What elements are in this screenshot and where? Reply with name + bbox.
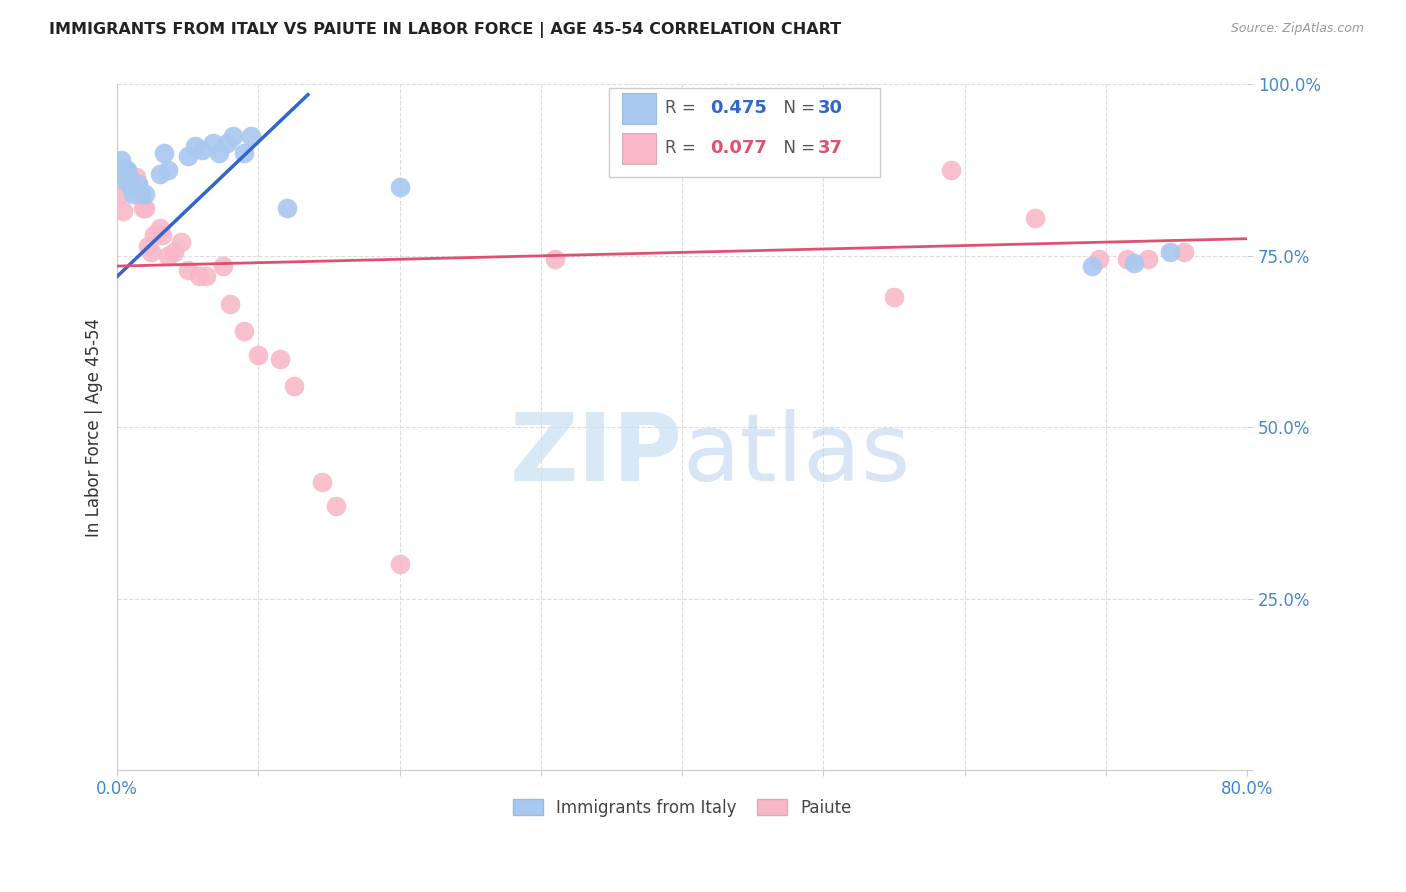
Point — [1173, 245, 1195, 260]
Point — [134, 187, 156, 202]
Text: 0.475: 0.475 — [710, 99, 768, 118]
Point — [163, 245, 186, 260]
Bar — [609, 88, 880, 177]
Point — [157, 249, 180, 263]
Point — [233, 146, 256, 161]
Text: 30: 30 — [818, 99, 842, 118]
Point — [177, 149, 200, 163]
Text: N =: N = — [773, 99, 820, 118]
Point — [115, 163, 138, 178]
Point — [1123, 255, 1146, 269]
Point — [134, 201, 156, 215]
Point — [283, 379, 305, 393]
Point — [148, 167, 170, 181]
Text: atlas: atlas — [682, 409, 911, 500]
Point — [222, 128, 245, 143]
Point — [170, 235, 193, 249]
Point — [131, 201, 153, 215]
Legend: Immigrants from Italy, Paiute: Immigrants from Italy, Paiute — [506, 792, 858, 823]
Point — [1024, 211, 1046, 226]
Point — [195, 269, 218, 284]
Point — [124, 184, 146, 198]
Point — [1088, 252, 1111, 267]
Point — [1137, 252, 1160, 267]
Point — [188, 269, 211, 284]
Point — [247, 348, 270, 362]
Text: Source: ZipAtlas.com: Source: ZipAtlas.com — [1230, 22, 1364, 36]
Point — [120, 173, 142, 187]
Text: IMMIGRANTS FROM ITALY VS PAIUTE IN LABOR FORCE | AGE 45-54 CORRELATION CHART: IMMIGRANTS FROM ITALY VS PAIUTE IN LABOR… — [49, 22, 841, 38]
Point — [108, 160, 131, 174]
Point — [1159, 245, 1181, 260]
Point — [127, 177, 149, 191]
Point — [544, 252, 567, 267]
Y-axis label: In Labor Force | Age 45-54: In Labor Force | Age 45-54 — [86, 318, 103, 537]
Point — [883, 290, 905, 304]
Text: ZIP: ZIP — [509, 409, 682, 500]
Point — [219, 297, 242, 311]
Point — [177, 262, 200, 277]
Point — [139, 245, 162, 260]
Point — [136, 238, 159, 252]
Point — [111, 204, 134, 219]
Point — [217, 136, 239, 150]
Point — [112, 173, 135, 187]
Text: 37: 37 — [818, 139, 842, 157]
Point — [117, 167, 139, 181]
Point — [212, 259, 235, 273]
Text: 0.077: 0.077 — [710, 139, 768, 157]
Point — [114, 163, 136, 178]
Point — [127, 177, 149, 191]
Point — [939, 163, 962, 178]
Point — [1081, 259, 1104, 273]
Text: N =: N = — [773, 139, 820, 157]
Bar — [623, 93, 657, 124]
Point — [111, 167, 134, 181]
Point — [208, 146, 231, 161]
Point — [233, 324, 256, 338]
Point — [120, 180, 142, 194]
Point — [121, 187, 143, 202]
Point — [124, 169, 146, 184]
Point — [184, 139, 207, 153]
Point — [388, 180, 411, 194]
Point — [1116, 252, 1139, 267]
Point — [153, 146, 176, 161]
Point — [202, 136, 225, 150]
Text: R =: R = — [665, 99, 702, 118]
Point — [276, 201, 298, 215]
Point — [117, 173, 139, 187]
Bar — [623, 133, 657, 163]
Point — [240, 128, 263, 143]
Point — [269, 351, 291, 366]
Point — [108, 187, 131, 202]
Point — [388, 558, 411, 572]
Point — [311, 475, 333, 489]
Point — [191, 143, 214, 157]
Point — [114, 163, 136, 178]
Point — [148, 221, 170, 235]
Point — [325, 499, 347, 513]
Point — [129, 187, 152, 202]
Point — [142, 228, 165, 243]
Point — [157, 163, 180, 178]
Text: R =: R = — [665, 139, 702, 157]
Point — [150, 228, 173, 243]
Point — [110, 153, 132, 167]
